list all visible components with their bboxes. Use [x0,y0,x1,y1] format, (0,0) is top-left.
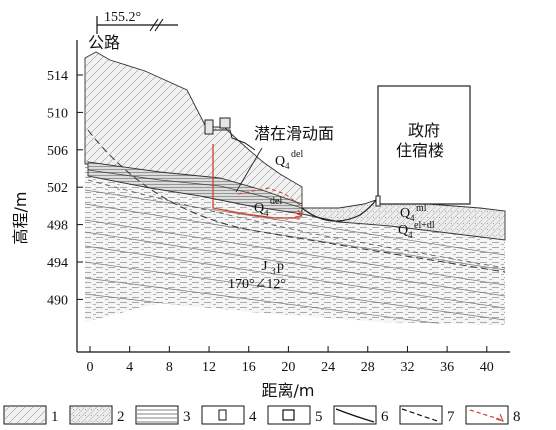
svg-text:3: 3 [271,266,276,276]
legend-label: 6 [381,409,389,425]
legend-fill [71,407,111,423]
legend-label: 5 [315,409,323,425]
x-tick-label: 36 [440,360,454,375]
legend-item-7: 7 [399,405,455,425]
legend-label: 8 [513,409,521,425]
y-tick-label: 514 [47,69,68,84]
svg-text:Q: Q [400,206,410,221]
svg-text:4: 4 [410,213,415,223]
legend-label: 1 [51,409,59,425]
x-tick-label: 8 [166,360,173,375]
legend-red-dashed-icon [469,409,503,421]
legend-item-8: 8 [465,405,521,425]
legend-item-2: 2 [69,405,125,425]
x-axis-title: 距离/m [262,381,315,400]
svg-text:J: J [262,259,268,274]
legend-item-1: 1 [3,405,59,425]
label-q4eldl: Q 4 el+dl [398,220,435,240]
svg-text:p: p [277,259,284,274]
svg-text:del: del [270,196,282,207]
legend-label: 4 [249,409,257,425]
label-q4del-upper: Q 4 del [275,149,303,171]
legend: 1 2 3 4 5 6 7 8 [3,405,521,425]
y-axis-title: 高程/m [11,192,30,245]
legend-dashed-line-icon [401,408,441,423]
sliding-label-leader [235,147,263,193]
bearing-indicator: 155.2° [96,10,178,34]
building-label-line2: 住宿楼 [396,141,444,160]
svg-text:Q: Q [398,223,408,238]
x-tick-label: 12 [202,360,216,375]
legend-label: 3 [183,409,191,425]
legend-small-rect-icon [218,409,227,421]
legend-item-6: 6 [333,405,389,425]
legend-item-5: 5 [267,405,323,425]
x-tick-label: 0 [87,360,94,375]
x-axis: 0 4 8 12 16 20 24 28 32 36 40 [77,346,510,375]
legend-fill [137,407,177,423]
bedding-lines [85,189,505,325]
colluvium-boundary [87,169,303,209]
road-label: 公路 [88,33,120,52]
weathering-boundary-dashed [87,129,506,273]
x-tick-label: 24 [321,360,335,375]
sliding-surface-line [212,144,300,219]
break-mark-icon [149,18,164,32]
y-axis: 514 510 506 502 498 494 490 [47,40,83,352]
potential-sliding-surface [212,144,303,219]
label-q4ml: Q 4 ml [400,203,427,223]
x-tick-label: 28 [361,360,375,375]
y-tick-label: 498 [47,219,68,234]
y-tick-label: 510 [47,106,68,121]
y-tick-label: 490 [47,293,68,308]
legend-rect-icon [282,409,295,421]
building-label-line1: 政府 [408,121,440,140]
legend-fill [5,407,45,423]
y-tick-label: 506 [47,144,68,159]
government-dormitory-building [377,85,471,205]
svg-text:ml: ml [416,203,427,214]
legend-label: 7 [447,409,455,425]
label-j3p: J 3 p [262,259,284,276]
legend-item-3: 3 [135,405,191,425]
wall-block [219,117,231,129]
legend-item-4: 4 [201,405,257,425]
y-tick-label: 502 [47,181,68,196]
x-tick-label: 40 [480,360,494,375]
svg-text:Q: Q [275,154,285,169]
x-tick-label: 20 [281,360,295,375]
svg-text:4: 4 [285,161,290,171]
svg-text:4: 4 [264,208,269,218]
svg-text:Q: Q [254,201,264,216]
svg-text:el+dl: el+dl [414,220,435,231]
retaining-structures [204,117,256,151]
legend-label: 2 [117,409,125,425]
svg-text:4: 4 [408,230,413,240]
bearing-label: 155.2° [104,10,141,25]
sliding-surface-label: 潜在滑动面 [254,124,334,143]
attitude-label: 170°∠12° [228,277,286,292]
x-tick-label: 4 [126,360,133,375]
basin-boundary [301,199,377,222]
sliding-arrow-icon [293,209,303,218]
y-tick-label: 494 [47,256,68,271]
building-post [375,195,381,207]
wall-block [204,119,214,135]
svg-text:del: del [291,149,303,160]
bedding-boundary-dashed [87,179,506,269]
x-tick-label: 16 [242,360,256,375]
x-tick-label: 32 [400,360,414,375]
legend-arrow-icon [495,413,504,422]
legend-solid-line-icon [335,408,375,423]
label-q4del-lower: Q 4 del [254,196,282,218]
sliding-surface-dashed [237,187,301,206]
